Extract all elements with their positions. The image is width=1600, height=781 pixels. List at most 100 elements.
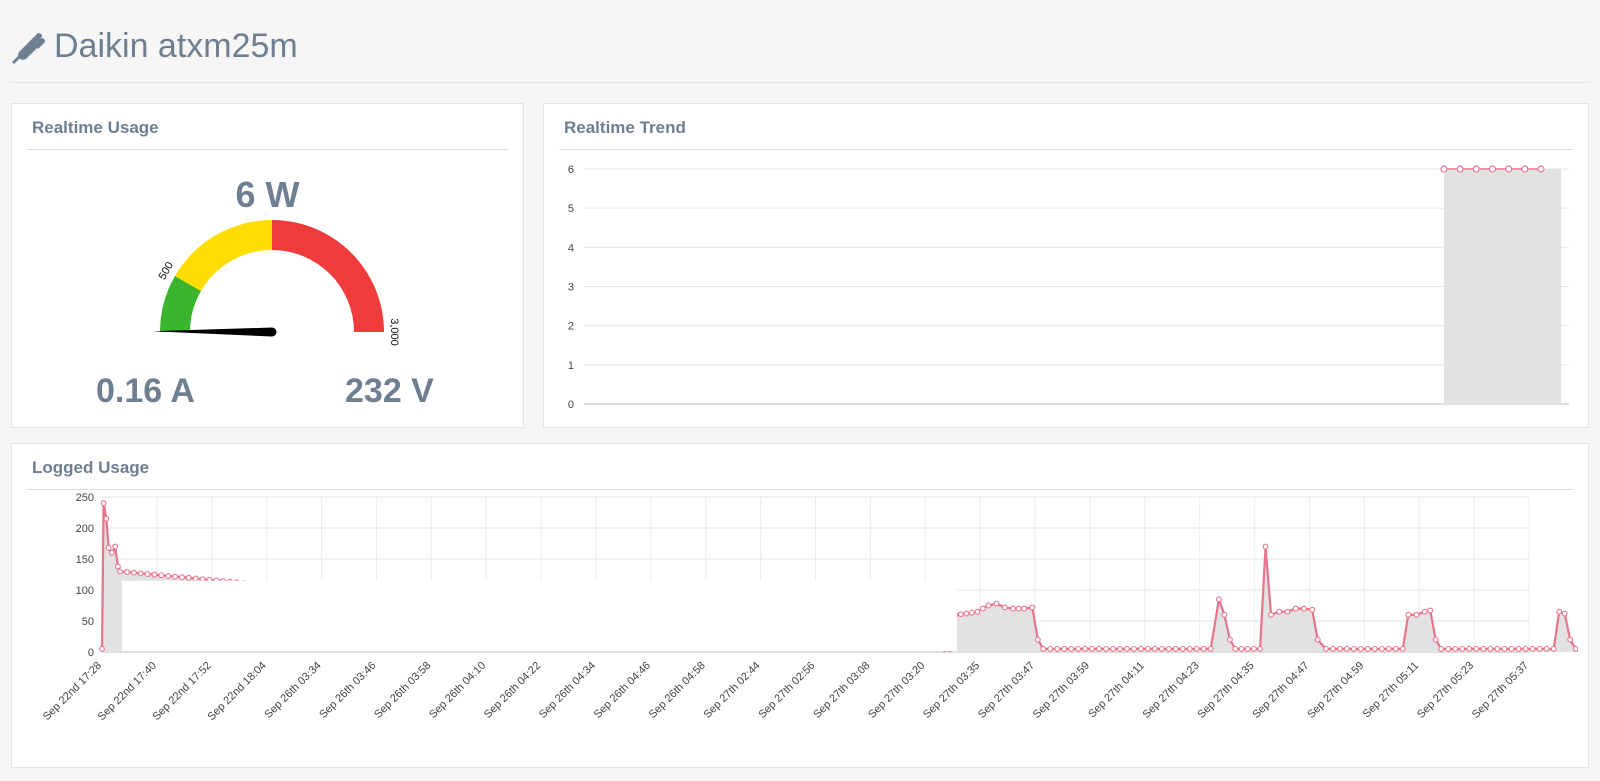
logged-point [112,543,119,550]
trend-point [1440,165,1448,173]
logged-point [1427,607,1434,614]
logged-point [1244,645,1251,652]
trend-y-tick-label: 5 [568,203,574,215]
logged-point [1034,636,1041,643]
logged-point [1117,645,1123,652]
trend-point [1505,165,1513,173]
logged-point [144,571,151,577]
trend-area [1444,169,1561,404]
logged-x-tick-label: Sep 26th 04:10 [427,660,488,721]
logged-x-tick-label: Sep 27th 05:11 [1361,660,1422,721]
logged-point [1309,606,1316,613]
logged-x-tick-label: Sep 27th 03:59 [1031,660,1092,721]
logged-x-tick-label: Sep 27th 05:23 [1415,660,1476,721]
logged-point [1179,645,1186,652]
logged-point [1466,645,1473,652]
logged-point [1371,645,1378,652]
logged-point [1459,645,1466,652]
logged-point [1561,610,1568,617]
logged-y-tick-label: 100 [76,585,94,597]
logged-x-tick-label: Sep 27th 05:37 [1470,660,1531,721]
logged-point [165,572,172,579]
logged-point [114,563,121,570]
logged-point [1522,645,1529,652]
logged-point [1207,645,1214,652]
logged-point [105,544,112,551]
logged-point [1432,636,1439,643]
logged-point [1567,636,1574,643]
logged-x-tick-label: Sep 27th 04:59 [1305,660,1366,721]
logged-point [1200,645,1207,652]
logged-point [1158,645,1165,652]
gauge-band-1 [175,220,272,291]
logged-point [1364,645,1371,652]
logged-x-tick-label: Sep 27th 04:11 [1086,660,1147,721]
logged-point [103,515,110,522]
logged-point [1238,645,1245,652]
logged-point [1392,645,1399,652]
logged-point [957,611,964,618]
logged-point [1536,645,1543,652]
gauge-band-2 [272,220,384,332]
logged-x-tick-label: Sep 22nd 17:52 [150,660,213,723]
gauge-tick-label: 3,000 [388,318,400,346]
logged-point [963,610,970,617]
logged-point [1215,596,1222,603]
trend-y-tick-label: 1 [568,360,574,372]
logged-x-tick-label: Sep 27th 03:47 [976,660,1037,721]
trend-y-tick-label: 0 [568,399,574,411]
logged-point [1257,645,1264,652]
gauge-tick-label: 1,500 [258,214,286,216]
logged-point [1452,645,1459,652]
logged-x-tick-label: Sep 22nd 18:04 [205,660,268,723]
realtime-usage-title: Realtime Usage [32,118,159,137]
logged-point [1165,645,1172,652]
gauge-needle [152,327,273,337]
logged-point [1445,645,1452,652]
logged-x-tick-label: Sep 27th 03:08 [811,660,872,721]
logged-point [1487,645,1494,652]
logged-point [1232,645,1239,652]
logged-usage-panel: Logged Usage 0 50 100 150 200 250 Sep 22nd 17:… [11,443,1589,768]
logged-x-tick-label: Sep 27th 03:35 [921,660,982,721]
logged-point [1405,611,1412,618]
logged-y-tick-label: 50 [82,616,94,628]
logged-point [151,571,158,578]
logged-point [1480,645,1487,652]
logged-point [1494,645,1501,652]
logged-point [1061,645,1068,652]
panel-divider [559,149,1573,150]
logged-point [1501,645,1508,652]
page-title: Daikin atxm25m [54,27,298,65]
logged-point [985,602,992,609]
current-reading: 0.16 A [96,372,195,410]
logged-point [979,605,986,612]
logged-point [172,573,179,580]
trend-point [1456,165,1464,173]
logged-point [1556,608,1563,615]
logged-point [1151,645,1158,652]
logged-point [1096,645,1103,652]
logged-point [1413,611,1420,618]
logged-point [1029,604,1036,611]
logged-point [1089,645,1096,652]
logged-point [1357,645,1364,652]
power-gauge: 500 1,500 3,000 [152,214,400,346]
trend-y-tick-label: 6 [568,164,574,176]
logged-point [1284,608,1291,615]
logged-point [1322,645,1329,652]
logged-x-tick-label: Sep 26th 04:34 [537,660,598,721]
trend-point [1472,165,1480,173]
logged-x-tick-label: Sep 27th 04:35 [1195,660,1256,721]
logged-point [1040,645,1047,652]
logged-point [1421,608,1428,615]
gauge-tick-label: 500 [157,260,177,282]
logged-point [993,600,1000,607]
logged-point [1438,645,1445,652]
logged-point [1336,645,1343,652]
power-reading: 6 W [235,174,300,215]
logged-point [1350,645,1357,652]
realtime-trend-chart: 0 1 2 3 4 5 6 [568,164,1569,411]
logged-point [1385,645,1392,652]
logged-point [1068,645,1075,652]
